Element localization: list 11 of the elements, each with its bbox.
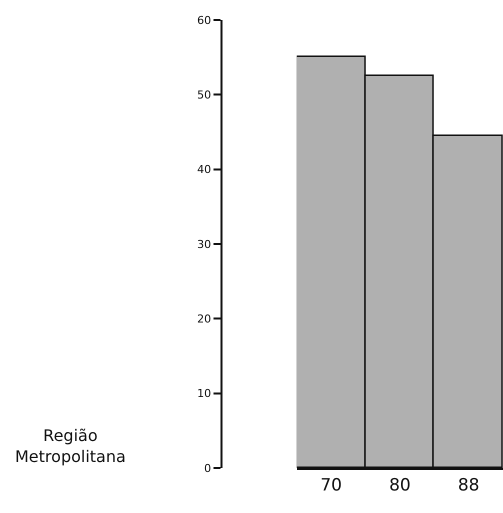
x-tick-label: 88 <box>458 475 480 496</box>
text: Região Metropolitana <box>15 426 126 466</box>
y-tick-label: 50 <box>197 88 212 102</box>
y-tick-label: 0 <box>204 462 212 475</box>
y-tick-label: 40 <box>197 163 212 176</box>
x-tick-label: 80 <box>389 475 411 496</box>
y-tick-label: 60 <box>197 14 212 27</box>
x-tick-label: 70 <box>320 475 342 496</box>
y-tick-label: 20 <box>197 312 212 326</box>
y-tick-label: 30 <box>197 238 212 251</box>
y-tick-label: 10 <box>197 387 212 400</box>
